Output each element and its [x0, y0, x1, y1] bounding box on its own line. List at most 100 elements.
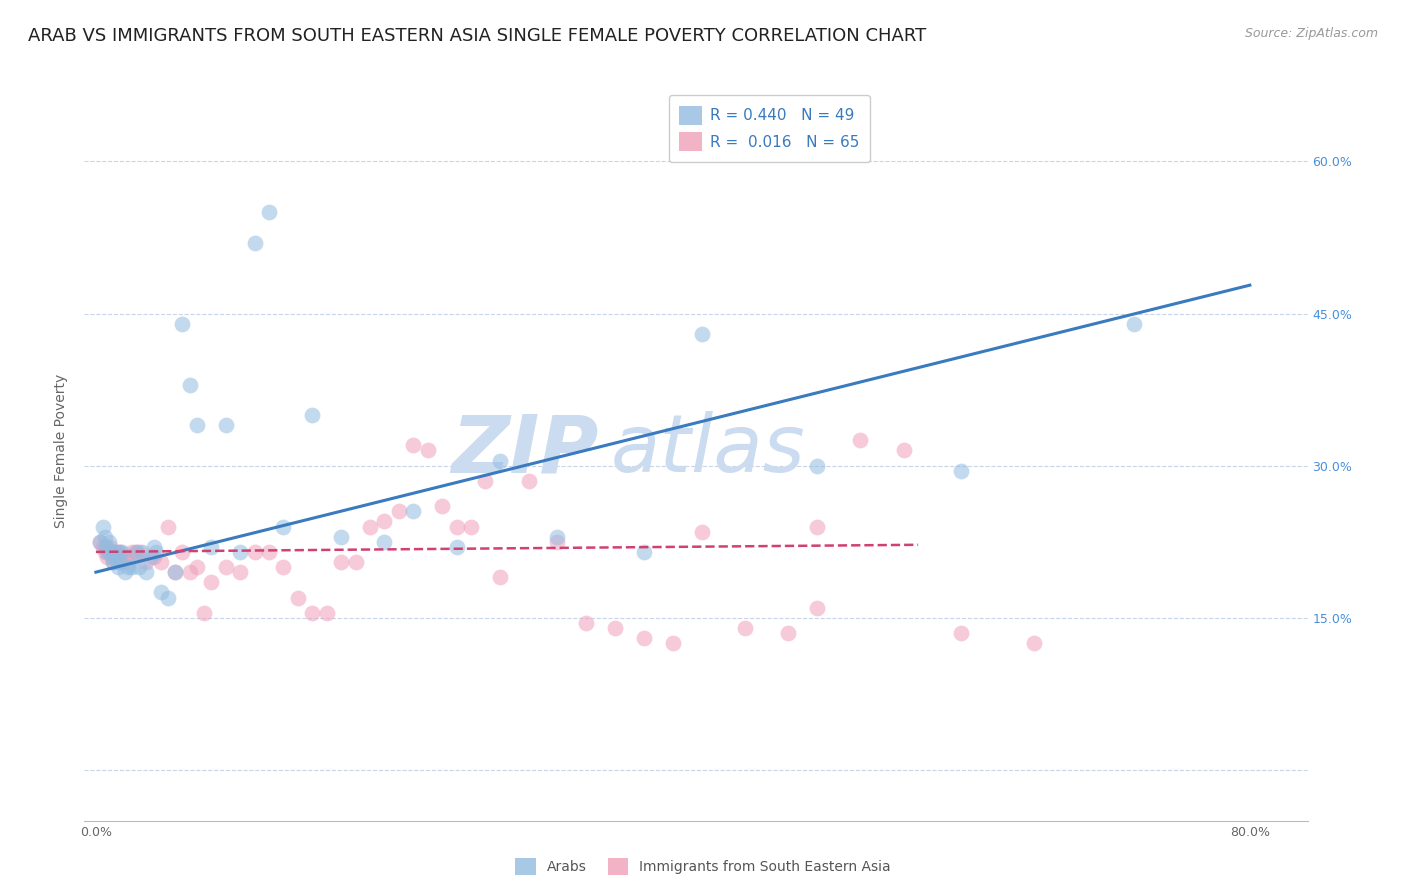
Point [229, 545, 252, 559]
Point [806, 600, 828, 615]
Point [107, 560, 129, 574]
Point [690, 326, 713, 341]
Point [301, 408, 323, 422]
Point [402, 438, 425, 452]
Point [446, 519, 468, 533]
Point [110, 545, 132, 559]
Point [373, 515, 395, 529]
Point [849, 434, 872, 448]
Point [301, 606, 323, 620]
Point [121, 545, 143, 559]
Point [142, 540, 165, 554]
Point [547, 530, 569, 544]
Point [93, 530, 115, 544]
Point [517, 474, 540, 488]
Point [103, 555, 125, 569]
Point [103, 555, 125, 569]
Point [446, 540, 468, 554]
Point [117, 560, 139, 574]
Point [547, 534, 569, 549]
Point [139, 549, 162, 564]
Point [243, 235, 266, 250]
Point [215, 418, 238, 433]
Point [605, 621, 627, 635]
Point [200, 540, 222, 554]
Point [806, 519, 828, 533]
Point [93, 545, 115, 559]
Point [273, 519, 295, 533]
Text: atlas: atlas [610, 411, 806, 490]
Point [373, 534, 395, 549]
Point [98, 545, 121, 559]
Point [633, 631, 655, 645]
Point [402, 504, 425, 518]
Point [105, 549, 128, 564]
Legend: Arabs, Immigrants from South Eastern Asia: Arabs, Immigrants from South Eastern Asi… [509, 853, 897, 880]
Point [100, 545, 122, 559]
Point [806, 458, 828, 473]
Point [179, 565, 201, 579]
Point [193, 606, 215, 620]
Point [388, 504, 411, 518]
Point [287, 591, 309, 605]
Point [416, 443, 439, 458]
Point [460, 519, 482, 533]
Point [157, 519, 180, 533]
Point [110, 555, 132, 569]
Point [100, 549, 122, 564]
Point [186, 418, 208, 433]
Point [200, 575, 222, 590]
Point [89, 534, 111, 549]
Point [108, 545, 131, 559]
Point [94, 540, 117, 554]
Point [950, 464, 973, 478]
Point [121, 560, 143, 574]
Point [186, 560, 208, 574]
Point [104, 545, 127, 559]
Point [108, 555, 131, 569]
Point [114, 565, 136, 579]
Point [111, 549, 134, 564]
Text: ZIP: ZIP [451, 411, 598, 490]
Point [117, 555, 139, 569]
Point [165, 565, 187, 579]
Legend: R = 0.440   N = 49, R =  0.016   N = 65: R = 0.440 N = 49, R = 0.016 N = 65 [669, 95, 870, 161]
Point [330, 555, 353, 569]
Point [950, 626, 973, 640]
Point [215, 560, 238, 574]
Point [172, 317, 194, 331]
Point [142, 549, 165, 564]
Point [893, 443, 915, 458]
Point [662, 636, 685, 650]
Point [149, 555, 172, 569]
Point [1123, 317, 1146, 331]
Point [91, 519, 114, 533]
Point [229, 565, 252, 579]
Point [257, 205, 280, 219]
Point [145, 545, 167, 559]
Point [273, 560, 295, 574]
Point [135, 555, 157, 569]
Point [97, 545, 120, 559]
Point [488, 453, 510, 467]
Point [474, 474, 496, 488]
Point [243, 545, 266, 559]
Point [128, 545, 150, 559]
Point [131, 545, 153, 559]
Point [111, 545, 134, 559]
Point [105, 549, 128, 564]
Text: Source: ZipAtlas.com: Source: ZipAtlas.com [1244, 27, 1378, 40]
Point [315, 606, 337, 620]
Point [135, 565, 157, 579]
Point [172, 545, 194, 559]
Point [734, 621, 756, 635]
Point [94, 540, 117, 554]
Point [128, 560, 150, 574]
Point [89, 534, 111, 549]
Point [430, 500, 453, 514]
Point [575, 615, 598, 630]
Point [344, 555, 367, 569]
Point [97, 534, 120, 549]
Point [330, 530, 353, 544]
Point [96, 545, 118, 559]
